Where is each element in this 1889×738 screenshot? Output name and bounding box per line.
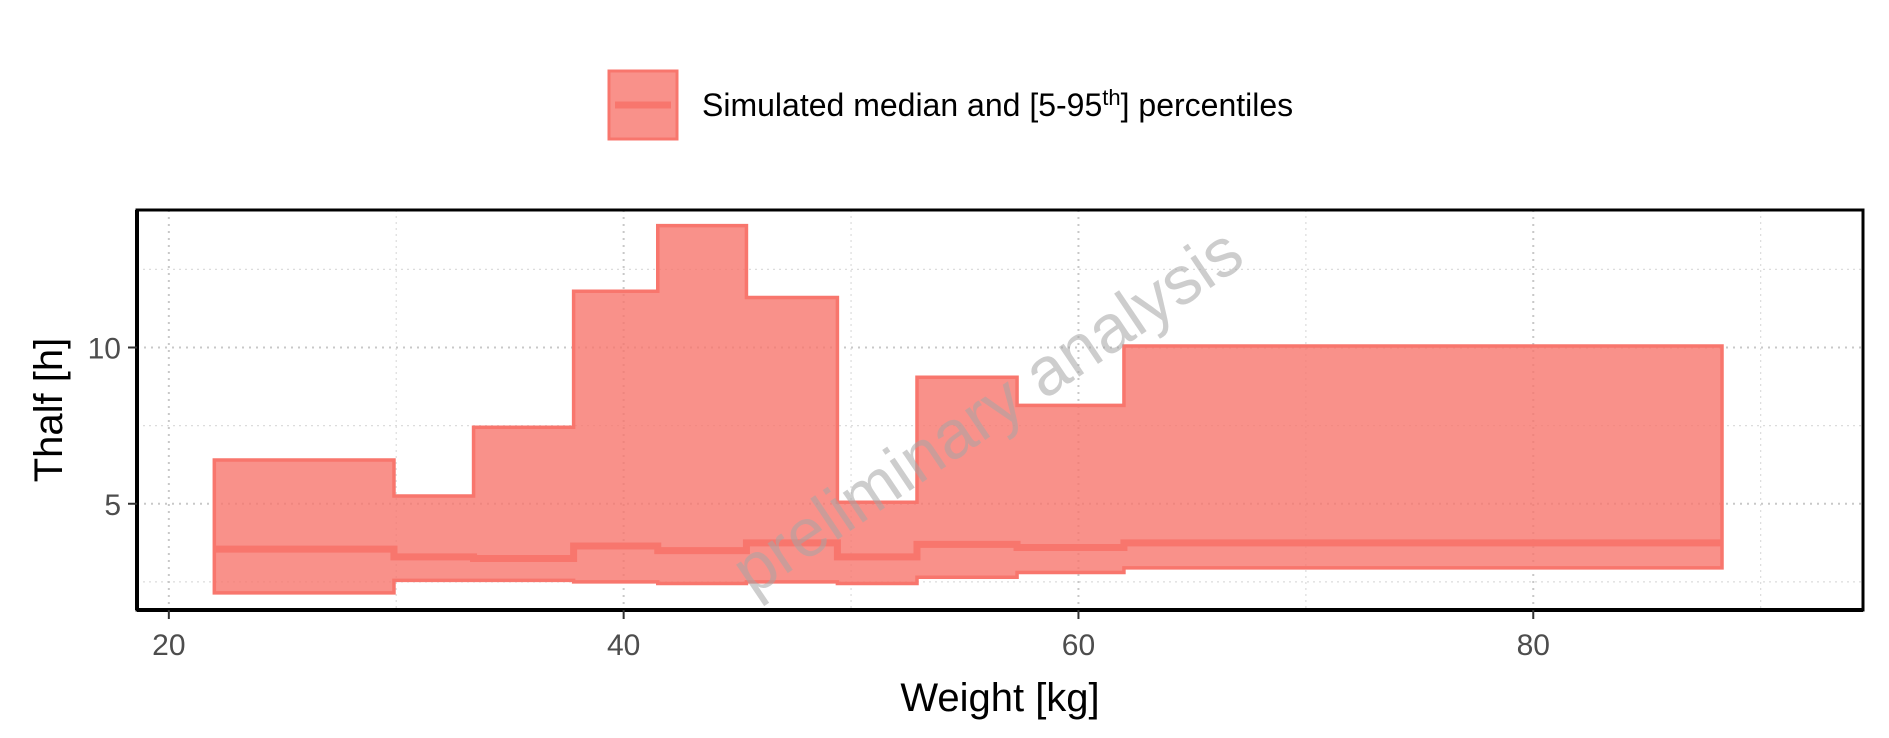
x-tick-label: 20 [152,629,185,662]
y-axis-title: Thalf [h] [27,338,71,483]
percentile-band-area [212,223,1724,595]
legend: Simulated median and [5-95th] percentile… [607,69,1293,141]
x-tick-label: 60 [1062,629,1095,662]
x-axis-title: Weight [kg] [900,676,1099,720]
percentile-band [212,223,1724,595]
x-tick-label: 40 [607,629,640,662]
x-ticks: 20 40 60 80 [152,610,1550,662]
y-tick-label: 5 [104,489,121,522]
y-tick-label: 10 [88,333,121,366]
median-line [214,539,1723,562]
x-tick-label: 80 [1517,629,1550,662]
y-ticks: 5 10 [88,333,137,522]
legend-label: Simulated median and [5-95th] percentile… [702,85,1293,123]
